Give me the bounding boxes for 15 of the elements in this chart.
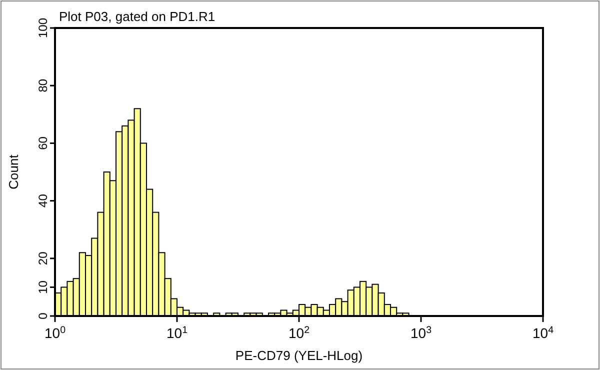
y-tick-label: 0 <box>36 312 50 320</box>
x-tick-label: 10$^{3}$ <box>410 324 432 341</box>
y-tick-label: 20 <box>36 251 50 266</box>
y-axis-title: Count <box>6 154 21 190</box>
x-tick-label: 10$^{4}$ <box>532 324 554 341</box>
y-tick-label: 60 <box>36 136 50 150</box>
x-tick-label: 10$^{2}$ <box>288 324 310 341</box>
y-tick-label: 40 <box>36 194 50 208</box>
y-tick-label: 10 <box>36 280 50 294</box>
x-tick-label: 10$^{0}$ <box>44 324 66 341</box>
y-tick-label: 100 <box>36 18 50 38</box>
x-axis-title: PE-CD79 (YEL-HLog) <box>235 348 363 363</box>
y-tick-label: 80 <box>36 78 50 92</box>
x-tick-label: 10$^{1}$ <box>166 324 188 341</box>
chart-title: Plot P03, gated on PD1.R1 <box>59 9 216 24</box>
